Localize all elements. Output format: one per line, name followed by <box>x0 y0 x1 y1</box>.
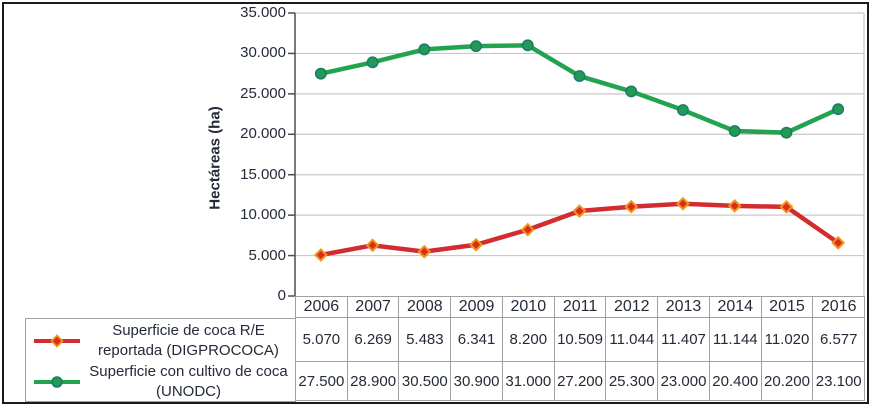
unodc-value-cell: 27.500 <box>296 362 348 400</box>
digprococa-value-cell: 11.020 <box>762 318 814 361</box>
year-header-cell: 2008 <box>399 297 452 317</box>
y-axis-title: Hectáreas (ha) <box>206 106 224 210</box>
legend-label-line2: (UNODC) <box>156 382 221 400</box>
unodc-value-cell: 25.300 <box>606 362 659 400</box>
digprococa-value-cell: 10.509 <box>555 318 607 361</box>
data-point-digprococa <box>520 222 535 237</box>
year-header-cell: 2006 <box>296 297 348 317</box>
series-line-unodc <box>320 43 840 135</box>
data-point-digprococa <box>676 196 690 211</box>
table-row-unodc-values: 27.500 28.900 30.500 30.900 31.000 27.200 25.3… <box>295 362 865 401</box>
digprococa-value-cell: 5.070 <box>296 318 348 361</box>
year-header-cell: 2016 <box>820 298 857 315</box>
data-point-digprococa <box>313 248 328 262</box>
data-point-unodc <box>625 85 638 98</box>
digprococa-value-cell: 6.269 <box>348 318 400 361</box>
digprococa-value-cell: 8.200 <box>503 318 555 361</box>
data-point-unodc <box>832 103 845 116</box>
unodc-value-cell: 27.200 <box>555 362 607 400</box>
year-header-cell: 2014 <box>710 297 762 317</box>
data-point-unodc <box>521 39 534 52</box>
y-tick-label: 0 <box>277 287 286 304</box>
digprococa-value-cell: 6.341 <box>451 318 503 361</box>
red-diamond-line-marker-icon <box>34 333 80 348</box>
unodc-value-cell: 20.400 <box>710 362 762 400</box>
y-tick-label: 5.000 <box>248 246 286 264</box>
data-point-unodc <box>780 126 793 139</box>
legend-label-line1: Superficie con cultivo de coca <box>89 362 288 380</box>
data-point-unodc <box>418 43 431 56</box>
unodc-value-cell: 31.000 <box>503 362 555 400</box>
year-header-cell: 2011 <box>555 297 607 317</box>
data-point-unodc <box>314 67 327 80</box>
legend-label-line2: reportada (DIGPROCOCA) <box>98 341 279 359</box>
data-point-unodc <box>573 70 586 83</box>
legend-item-digprococa: Superficie de coca R/E reportada (DIGPRO… <box>25 318 296 363</box>
unodc-value-cell: 30.900 <box>451 362 503 400</box>
year-header-cell: 2007 <box>348 297 400 317</box>
unodc-value-cell: 28.900 <box>348 362 400 400</box>
year-header-cell: 2009 <box>451 297 503 317</box>
table-year-header-row: 2006 2007 2008 2009 2010 2011 2012 2013 2014 2015… <box>295 296 865 318</box>
data-point-unodc <box>677 104 689 116</box>
unodc-value-cell: 30.500 <box>399 362 452 400</box>
data-point-digprococa <box>779 199 794 214</box>
digprococa-value-cell: 11.407 <box>658 318 710 361</box>
data-point-unodc <box>366 56 379 69</box>
data-point-digprococa <box>417 244 432 259</box>
outer-border <box>2 2 869 404</box>
unodc-value-cell: 23.100 <box>815 372 862 390</box>
digprococa-value-cell: 5.483 <box>399 318 452 361</box>
data-point-unodc <box>470 40 482 53</box>
data-point-unodc <box>728 125 741 138</box>
unodc-value-cell: 23.000 <box>658 362 710 400</box>
digprococa-value-cell: 11.044 <box>606 318 659 361</box>
digprococa-value-cell: 11.144 <box>710 318 762 361</box>
year-header-cell: 2010 <box>503 297 555 317</box>
y-tick-label: 30.000 <box>240 44 286 62</box>
unodc-value-cell: 20.200 <box>762 362 814 400</box>
year-header-cell: 2013 <box>658 297 710 317</box>
y-tick-label: 25.000 <box>240 84 286 102</box>
table-row-digprococa-values: 5.070 6.269 5.483 6.341 8.200 10.509 11.044 11.… <box>295 318 865 362</box>
legend-item-unodc: Superficie con cultivo de coca (UNODC) <box>25 362 296 402</box>
year-header-cell: 2015 <box>762 297 814 317</box>
y-tick-label: 10.000 <box>240 206 286 224</box>
data-point-digprococa <box>365 238 380 253</box>
data-point-digprococa <box>572 204 587 218</box>
data-point-digprococa <box>831 235 846 250</box>
year-header-cell: 2012 <box>606 297 659 317</box>
data-point-digprococa <box>727 198 742 213</box>
data-point-digprococa <box>469 237 483 252</box>
y-tick-label: 15.000 <box>240 165 286 183</box>
y-tick-label: 20.000 <box>240 125 286 143</box>
digprococa-value-cell: 6.577 <box>819 331 858 348</box>
y-tick-label: 35.000 <box>240 4 286 21</box>
green-circle-line-marker-icon <box>34 375 80 388</box>
data-point-digprococa <box>624 199 639 214</box>
legend-label-line1: Superficie de coca R/E <box>112 321 265 339</box>
